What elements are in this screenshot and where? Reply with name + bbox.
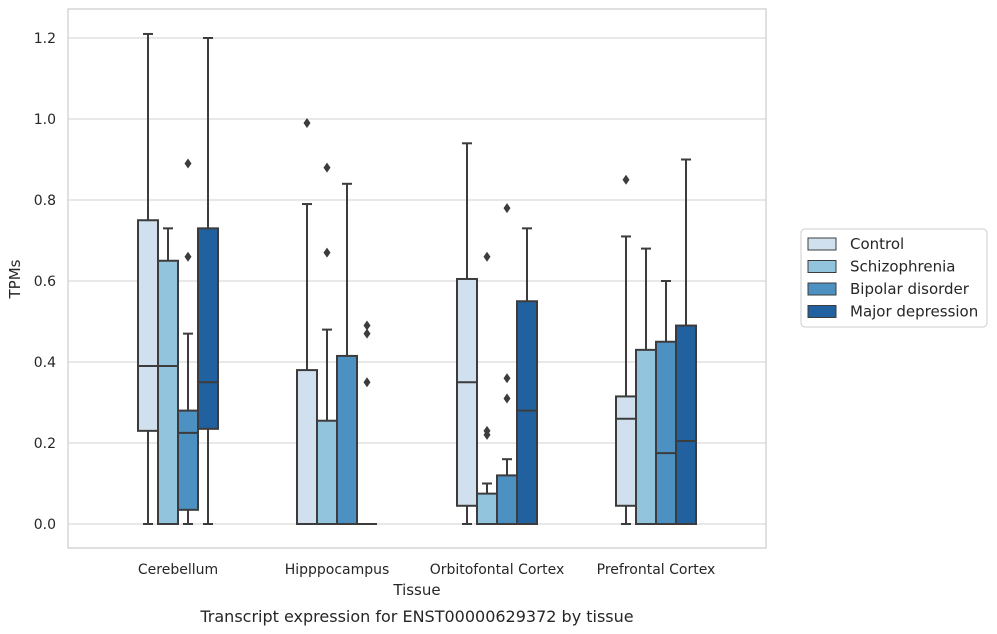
box-schizophrenia [316, 162, 338, 526]
box-control [456, 142, 478, 525]
y-tick-label: 0.0 [34, 517, 56, 533]
box-bipolar-disorder [655, 280, 677, 525]
y-tick-label: 1.2 [34, 31, 56, 47]
box-major-depression [675, 158, 697, 525]
outlier-point [363, 328, 371, 339]
box [336, 354, 358, 525]
box [157, 259, 179, 525]
y-tick-label: 0.4 [34, 355, 56, 371]
outlier-point [363, 320, 371, 331]
y-axis-label: TPMs [6, 259, 24, 299]
box [516, 300, 538, 525]
box [615, 395, 637, 507]
box-bipolar-disorder [496, 203, 518, 525]
outlier-point [483, 251, 491, 262]
outlier-point [622, 174, 630, 185]
box-bipolar-disorder [177, 158, 199, 525]
legend-swatch [807, 237, 837, 251]
outlier-point [503, 393, 511, 404]
box [316, 419, 338, 526]
box-major-depression [516, 227, 538, 525]
box-control [296, 118, 318, 525]
x-tick-label: Cerebellum [138, 562, 218, 578]
box-major-depression [357, 320, 377, 525]
outlier-point [503, 203, 511, 214]
y-tick-label: 0.6 [34, 274, 56, 290]
box [635, 348, 657, 525]
box [476, 492, 498, 525]
box [137, 219, 159, 432]
x-axis-label: Tissue [392, 581, 440, 599]
legend-label: Schizophrenia [850, 258, 955, 276]
box [296, 369, 318, 525]
outlier-point [363, 377, 371, 388]
legend-swatch [807, 260, 837, 273]
outlier-point [323, 162, 331, 173]
outlier-point [184, 158, 192, 169]
legend-frame [800, 228, 988, 328]
y-tick-labels: 0.0 0.2 0.4 0.6 0.8 1.0 1.2 [34, 31, 56, 533]
outlier-point [483, 425, 491, 436]
y-tick-label: 0.8 [34, 193, 56, 209]
box [197, 227, 219, 430]
legend-label: Control [850, 235, 904, 253]
box-bipolar-disorder [336, 182, 358, 525]
box-major-depression [197, 37, 219, 525]
x-tick-label: Orbitofontal Cortex [430, 562, 565, 578]
outlier-point [323, 247, 331, 258]
box [496, 474, 518, 525]
box-schizophrenia [635, 247, 657, 525]
legend: Control Schizophrenia Bipolar disorder Majo… [800, 228, 988, 328]
legend-label: Bipolar disorder [850, 280, 970, 298]
box-series [137, 32, 697, 526]
y-tick-label: 1.0 [34, 112, 56, 128]
legend-label: Major depression [850, 303, 978, 321]
outlier-point [184, 251, 192, 262]
chart-caption: Transcript expression for ENST0000062937… [199, 607, 633, 626]
legend-swatch [807, 305, 837, 318]
box-control [137, 32, 159, 525]
legend-swatch [807, 282, 837, 296]
box [655, 340, 677, 525]
x-tick-label: Hipppocampus [285, 562, 390, 578]
plot-frame [67, 8, 767, 549]
outlier-point [503, 373, 511, 384]
x-tick-label: Prefrontal Cortex [597, 562, 716, 578]
outlier-point [303, 118, 311, 129]
box [675, 324, 697, 525]
box [456, 277, 478, 507]
box [177, 409, 199, 511]
box-schizophrenia [157, 227, 179, 525]
box-control [615, 174, 637, 525]
box-schizophrenia [476, 251, 498, 525]
x-tick-labels: Cerebellum Hipppocampus Orbitofontal Corte… [138, 562, 715, 578]
y-tick-label: 0.2 [34, 436, 56, 452]
